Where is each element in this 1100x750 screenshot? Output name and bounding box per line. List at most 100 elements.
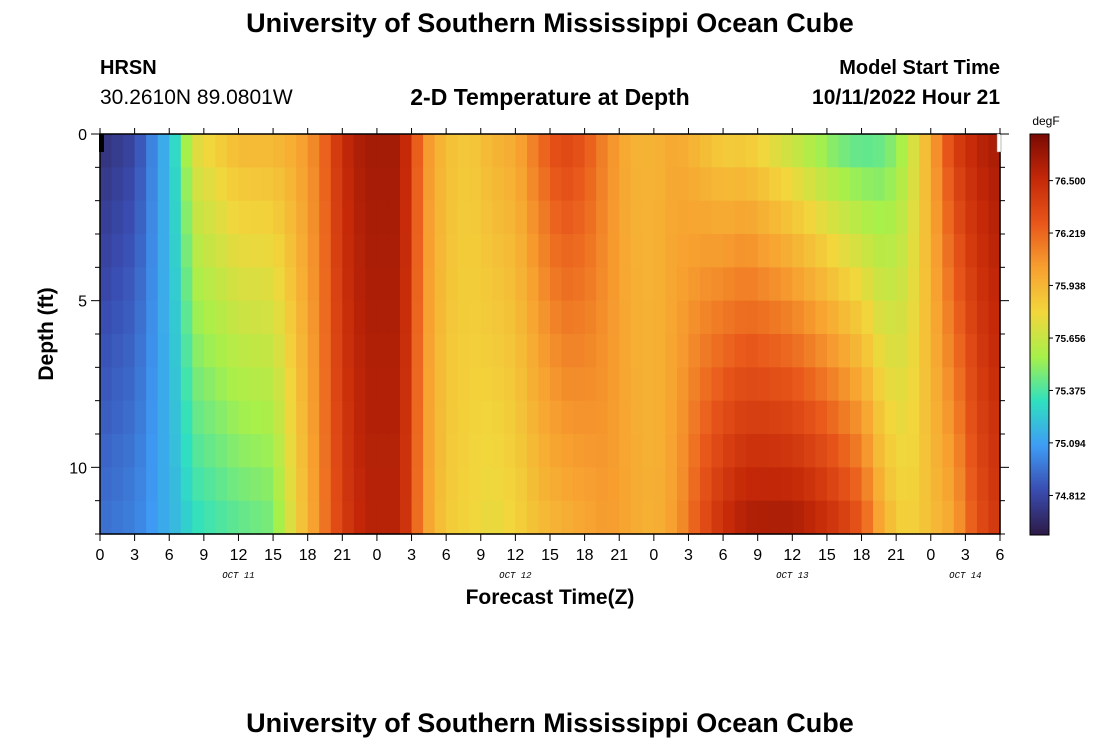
heatmap-cell: [769, 434, 782, 468]
heatmap-cell: [826, 200, 840, 235]
heatmap-cell: [896, 400, 909, 435]
heatmap-cell: [792, 400, 805, 435]
heatmap-cell: [250, 367, 263, 402]
heatmap-cell: [780, 200, 793, 235]
heatmap-cell: [919, 467, 932, 502]
heatmap-cell: [734, 400, 747, 435]
heatmap-cell: [896, 467, 909, 502]
heatmap-cell: [180, 234, 193, 268]
heatmap-cell: [538, 434, 551, 468]
end-marker: [996, 133, 1002, 153]
heatmap-cell: [111, 400, 124, 435]
heatmap-cell: [515, 434, 528, 468]
heatmap-cell: [180, 267, 193, 302]
heatmap-cell: [561, 267, 574, 302]
heatmap-cell: [573, 234, 586, 268]
heatmap-cell: [815, 434, 828, 468]
heatmap-cell: [676, 200, 690, 235]
heatmap-cell: [573, 267, 586, 302]
heatmap-cell: [492, 167, 505, 202]
heatmap-cell: [100, 500, 113, 535]
heatmap-cell: [273, 367, 286, 402]
heatmap-cell: [469, 200, 482, 235]
heatmap-cell: [607, 434, 620, 468]
heatmap-cell: [457, 134, 470, 168]
heatmap-cell: [434, 434, 447, 468]
heatmap-cell: [169, 334, 182, 368]
heatmap-cell: [584, 334, 597, 368]
heatmap-cell: [953, 134, 966, 168]
heatmap-cell: [942, 200, 955, 235]
heatmap-cell: [169, 267, 182, 302]
heatmap-cell: [423, 334, 436, 368]
heatmap-cell: [146, 434, 159, 468]
heatmap-cell: [215, 434, 228, 468]
heatmap-cell: [376, 267, 390, 302]
heatmap-cell: [192, 200, 205, 235]
heatmap-cell: [146, 500, 159, 535]
heatmap-cell: [538, 167, 551, 202]
heatmap-cell: [480, 500, 493, 535]
heatmap-cell: [630, 167, 643, 202]
heatmap-cell: [607, 367, 620, 402]
heatmap-cell: [988, 400, 1001, 435]
heatmap-cell: [111, 367, 124, 402]
heatmap-cell: [480, 200, 493, 235]
heatmap-cell: [273, 334, 286, 368]
heatmap-cell: [146, 400, 159, 435]
heatmap-cell: [134, 400, 147, 435]
heatmap-cell: [573, 434, 586, 468]
heatmap-cell: [330, 500, 343, 535]
heatmap-cell: [538, 234, 551, 268]
heatmap-cell: [134, 500, 147, 535]
heatmap-cell: [261, 200, 274, 235]
heatmap-cell: [365, 234, 378, 268]
heatmap-cell: [850, 267, 863, 302]
heatmap-cell: [942, 234, 955, 268]
heatmap-cell: [342, 134, 355, 168]
heatmap-cell: [676, 334, 690, 368]
heatmap-cell: [169, 134, 182, 168]
heatmap-cell: [123, 300, 136, 335]
heatmap-cell: [826, 400, 840, 435]
heatmap-cell: [780, 400, 793, 435]
heatmap-cell: [388, 334, 401, 368]
heatmap-cell: [930, 167, 943, 202]
heatmap-cell: [296, 334, 309, 368]
heatmap-cell: [400, 234, 413, 268]
heatmap-cell: [573, 334, 586, 368]
heatmap-cell: [734, 467, 747, 502]
heatmap-cell: [376, 134, 390, 168]
heatmap-cell: [838, 200, 851, 235]
heatmap-cell: [642, 200, 655, 235]
heatmap-cell: [365, 434, 378, 468]
heatmap-cell: [238, 367, 251, 402]
heatmap-cell: [238, 334, 251, 368]
heatmap-cell: [457, 200, 470, 235]
heatmap-cell: [607, 500, 620, 535]
heatmap-cell: [711, 467, 724, 502]
heatmap-cell: [896, 167, 909, 202]
heatmap-cell: [296, 434, 309, 468]
heatmap-cell: [976, 334, 990, 368]
heatmap-cell: [503, 200, 516, 235]
heatmap-cell: [792, 267, 805, 302]
heatmap-cell: [884, 334, 897, 368]
heatmap-cell: [492, 500, 505, 535]
heatmap-cell: [169, 200, 182, 235]
heatmap-cell: [976, 467, 990, 502]
heatmap-cell: [457, 267, 470, 302]
heatmap-cell: [700, 467, 713, 502]
heatmap-cell: [676, 134, 690, 168]
heatmap-cell: [919, 234, 932, 268]
model-start-value: 10/11/2022 Hour 21: [812, 86, 1000, 109]
heatmap-cell: [515, 200, 528, 235]
heatmap-cell: [746, 500, 759, 535]
heatmap-cell: [792, 500, 805, 535]
repeat-chart-title: University of Southern Mississippi Ocean…: [246, 708, 854, 738]
heatmap-cell: [192, 234, 205, 268]
heatmap-cell: [319, 367, 332, 402]
heatmap-cell: [884, 500, 897, 535]
heatmap-cell: [330, 134, 343, 168]
heatmap-cell: [480, 234, 493, 268]
